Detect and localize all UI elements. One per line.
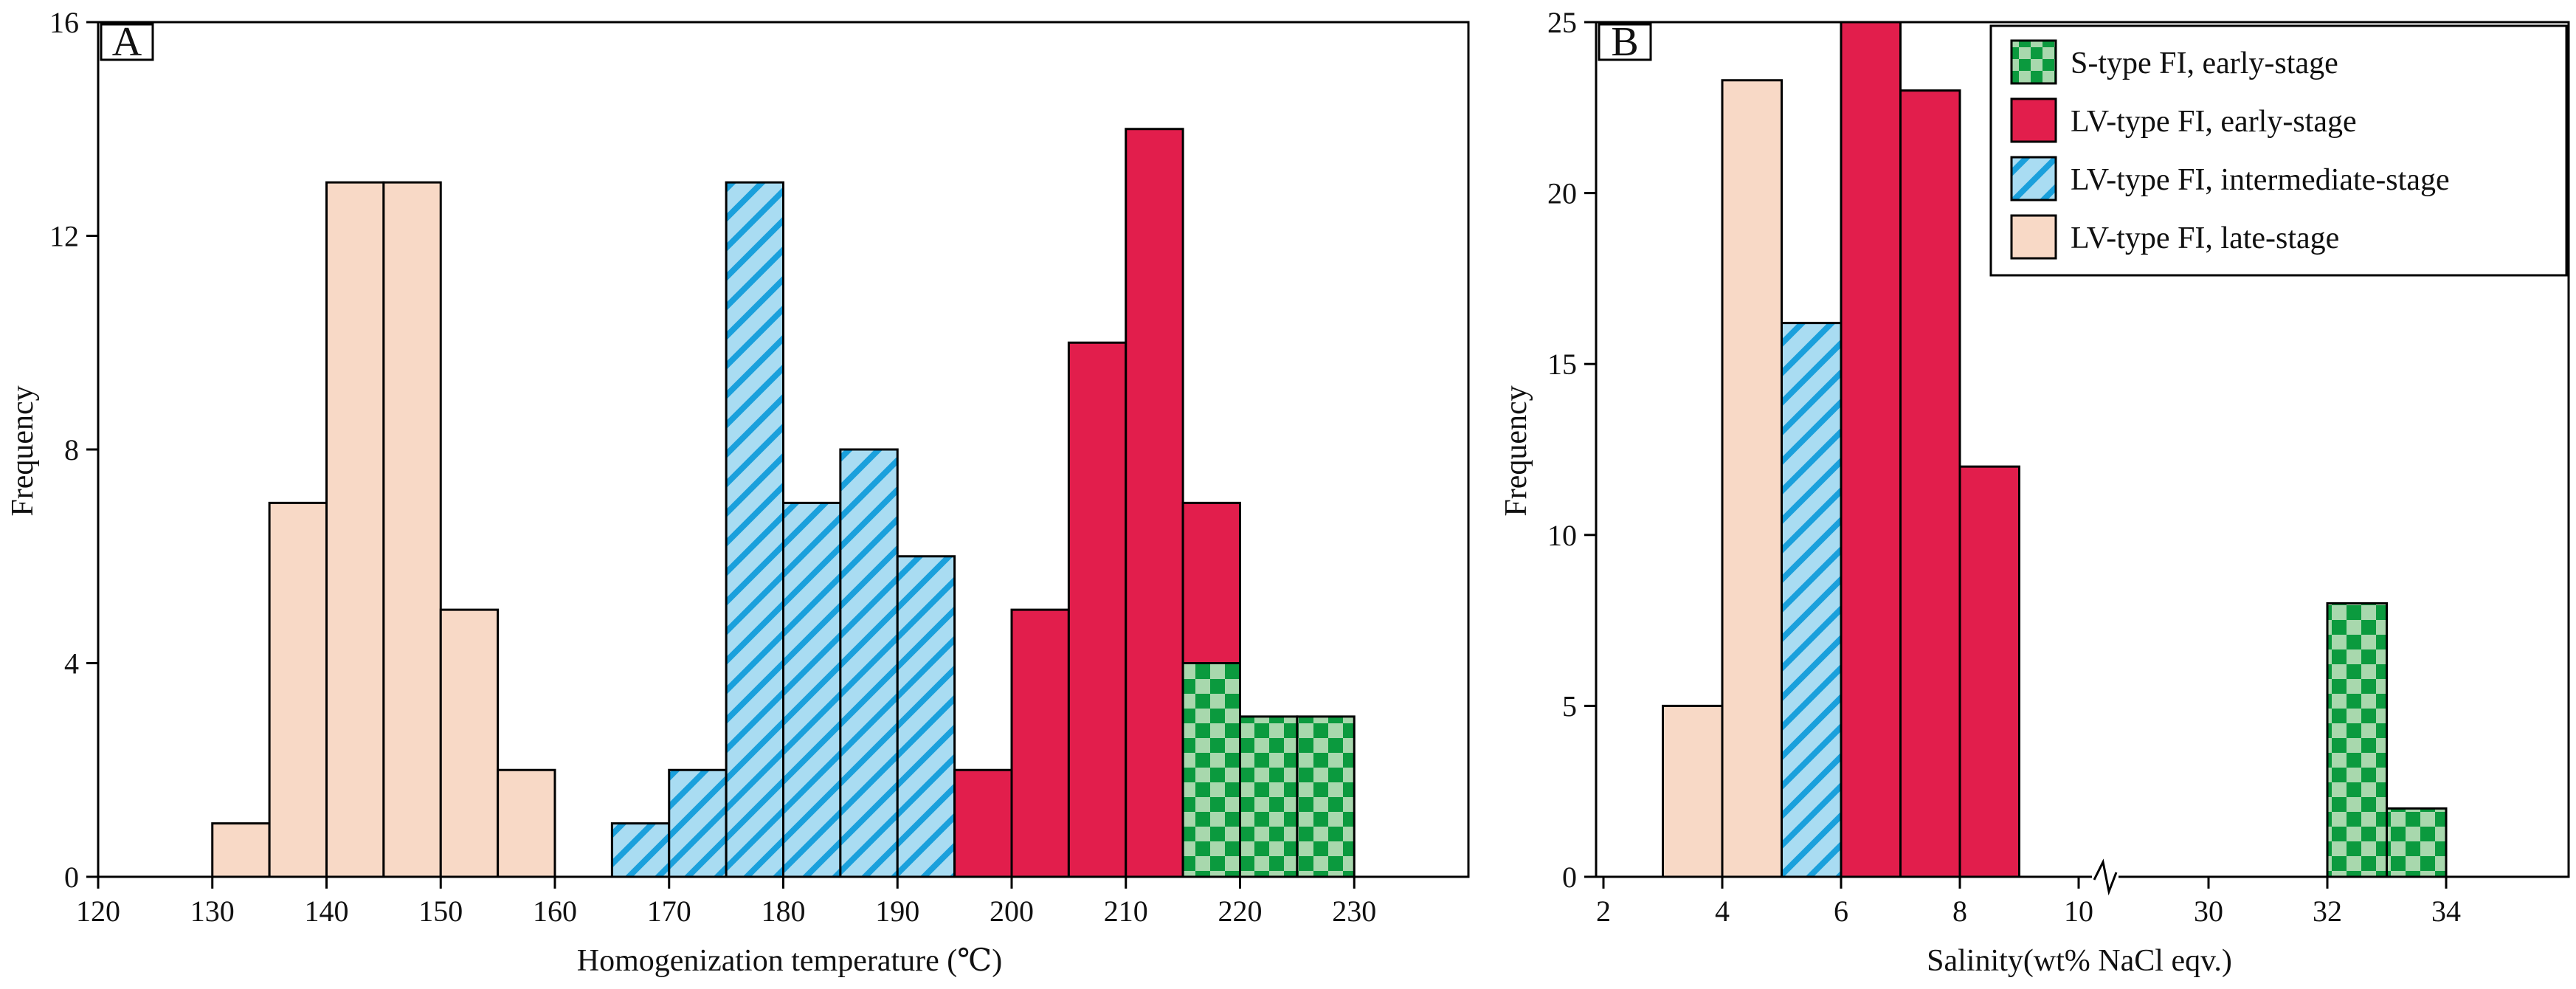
x-tick-label-140: 140	[305, 895, 349, 928]
y-tick-label-5: 5	[1562, 689, 1577, 723]
y-tick-label-20: 20	[1547, 177, 1577, 210]
x-tick-label-34: 34	[2431, 895, 2461, 928]
panel-b-y-axis-title: Frequency	[1499, 385, 1533, 516]
x-tick-label-160: 160	[533, 895, 577, 928]
legend-swatch-intermediate	[2010, 156, 2057, 201]
x-tick-label-210: 210	[1104, 895, 1148, 928]
panel-b-label: B	[1611, 19, 1638, 65]
y-tick-label-15: 15	[1547, 348, 1577, 381]
panel-a-bars	[211, 128, 1356, 878]
x-tick-label-220: 220	[1218, 895, 1263, 928]
bar-lv_early-195	[953, 768, 1013, 878]
bar-intermediate-190	[896, 555, 956, 878]
x-tick-label-6: 6	[1834, 895, 1848, 928]
x-tick-label-230: 230	[1332, 895, 1376, 928]
panel-a-label-box	[100, 23, 154, 61]
x-tick-label-150: 150	[418, 895, 463, 928]
bar-intermediate-170	[668, 768, 728, 878]
panel-b-x-axis-title: Salinity(wt% NaCl eqv.)	[1927, 944, 2232, 978]
y-tick-label-4: 4	[64, 647, 79, 680]
x-tick-label-32: 32	[2313, 895, 2342, 928]
legend-label-s_early: S-type FI, early-stage	[2071, 46, 2338, 80]
x-tick-label-2: 2	[1596, 895, 1611, 928]
x-tick-label-120: 120	[76, 895, 120, 928]
bar-late-145	[382, 181, 442, 878]
bar-intermediate-185	[839, 448, 899, 878]
y-tick-label-16: 16	[49, 6, 79, 39]
panel-a-label: A	[112, 19, 142, 65]
legend-label-late: LV-type FI, late-stage	[2071, 221, 2339, 255]
bar-late-3	[1662, 704, 1724, 878]
bar-intermediate-5	[1781, 322, 1843, 878]
bar-intermediate-175	[725, 181, 784, 878]
bar-late-140	[325, 181, 385, 878]
bar-s_early-32	[2326, 602, 2388, 878]
bar-late-155	[497, 768, 556, 878]
bar-s_early-220	[1239, 715, 1299, 878]
y-tick-label-10: 10	[1547, 519, 1577, 552]
bar-lv_early-200	[1010, 608, 1070, 878]
legend-swatch-s_early	[2010, 39, 2057, 85]
x-tick-label-130: 130	[190, 895, 235, 928]
x-tick-label-190: 190	[875, 895, 919, 928]
y-tick-label-0: 0	[64, 861, 79, 894]
bar-lv_early-6	[1840, 21, 1902, 878]
legend-frame	[1989, 24, 2568, 277]
panel-b-label-box	[1598, 23, 1652, 61]
bar-lv_early-8	[1958, 465, 2020, 878]
bar-intermediate-180	[782, 501, 842, 878]
panel-b: 2 4 6 8 10 30 32 34 0 5 10 15 20 25 B Salinity(wt% Na…	[1499, 6, 2570, 978]
x-tick-label-200: 200	[990, 895, 1034, 928]
y-tick-label-8: 8	[64, 433, 79, 466]
bar-late-135	[268, 501, 328, 878]
legend-swatch-lv_early	[2010, 97, 2057, 143]
panel-b-legend: S-type FI, early-stage LV-type FI, early-…	[1989, 24, 2568, 277]
axis-break-icon	[2093, 858, 2118, 896]
panel-a-x-axis-title: Homogenization temperature (℃)	[577, 944, 1002, 978]
x-tick-label-170: 170	[647, 895, 691, 928]
bar-s_early-33	[2386, 807, 2448, 878]
bar-late-150	[439, 608, 500, 878]
panel-a-ticks: 120 130 140 150 160 170 180 190 200 210 220 230 0 4 8 1…	[49, 6, 1376, 928]
x-tick-label-30: 30	[2194, 895, 2223, 928]
bar-late-4	[1721, 79, 1783, 878]
y-tick-label-12: 12	[49, 220, 79, 253]
bar-lv_early-7	[1899, 89, 1961, 878]
bar-intermediate-165	[610, 822, 671, 878]
bar-lv_early-205	[1067, 341, 1128, 878]
x-tick-label-4: 4	[1715, 895, 1730, 928]
legend-swatch-late	[2010, 214, 2057, 260]
legend-label-intermediate: LV-type FI, intermediate-stage	[2071, 163, 2450, 197]
bar-late-130	[211, 822, 271, 878]
x-tick-label-8: 8	[1952, 895, 1967, 928]
panel-b-ticks: 2 4 6 8 10 30 32 34 0 5 10 15 20 25	[1547, 6, 2461, 928]
legend-label-lv_early: LV-type FI, early-stage	[2071, 105, 2357, 139]
x-tick-label-180: 180	[762, 895, 806, 928]
panel-a: 120 130 140 150 160 170 180 190 200 210 220 230 0 4 8 1…	[6, 6, 1470, 978]
bar-s_early-215	[1181, 662, 1241, 878]
y-tick-label-25: 25	[1547, 6, 1577, 39]
bar-lv_early-210	[1125, 128, 1184, 878]
bar-s_early-225	[1296, 715, 1356, 878]
y-tick-label-0: 0	[1562, 861, 1577, 894]
panel-a-y-axis-title: Frequency	[6, 385, 40, 516]
x-tick-label-10: 10	[2064, 895, 2093, 928]
panel-b-bars	[1662, 21, 2448, 878]
panel-b-frame	[1595, 21, 2570, 878]
